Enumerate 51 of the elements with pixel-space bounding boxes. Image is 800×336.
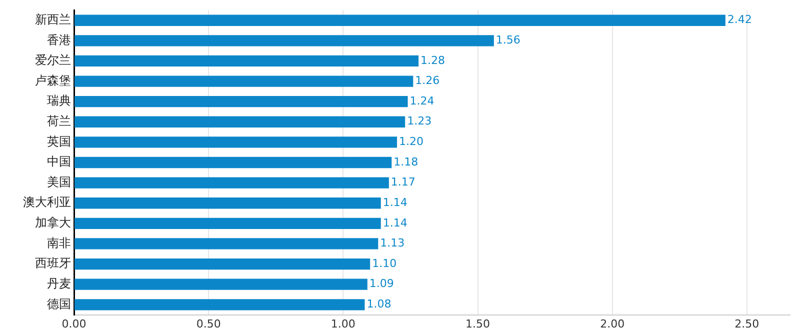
y-tick-label: 加拿大 xyxy=(35,216,71,230)
data-label: 1.14 xyxy=(382,216,408,230)
x-tick-label: 2.00 xyxy=(600,317,625,330)
y-tick-label: 瑞典 xyxy=(47,94,71,108)
data-label: 1.56 xyxy=(496,34,520,47)
data-label: 1.17 xyxy=(390,176,416,189)
bar xyxy=(74,258,370,270)
bar xyxy=(74,14,726,26)
data-label: 1.28 xyxy=(420,54,446,67)
x-tick-label: 0.50 xyxy=(196,317,221,330)
bar xyxy=(74,198,381,209)
y-tick-label: 西班牙 xyxy=(35,256,71,270)
y-tick-label: 爱尔兰 xyxy=(35,53,71,68)
data-label: 2.42 xyxy=(727,13,752,26)
data-label: 1.18 xyxy=(394,155,418,168)
data-label: 1.24 xyxy=(410,94,434,108)
y-tick-label: 德国 xyxy=(47,296,71,311)
data-label: 1.26 xyxy=(415,74,440,88)
x-tick-label: 1.50 xyxy=(466,317,490,330)
x-tick-label: 0.00 xyxy=(62,317,86,330)
y-tick-label: 荷兰 xyxy=(47,114,71,128)
bar xyxy=(74,177,389,188)
y-tick-label: 中国 xyxy=(47,154,71,169)
bar xyxy=(74,76,414,87)
y-tick-label: 英国 xyxy=(47,134,71,148)
y-tick-label: 香港 xyxy=(47,32,71,47)
data-label: 1.08 xyxy=(366,298,392,311)
x-tick-label: 2.50 xyxy=(734,317,760,330)
bar xyxy=(74,116,406,128)
data-label: 1.20 xyxy=(399,135,424,148)
y-tick-label: 美国 xyxy=(47,174,71,189)
bar xyxy=(74,96,408,108)
bar xyxy=(74,136,398,148)
y-tick-label: 卢森堡 xyxy=(35,73,71,88)
data-label: 1.10 xyxy=(372,256,397,270)
bar xyxy=(74,278,368,290)
bar xyxy=(74,299,365,310)
bar xyxy=(74,156,392,168)
x-tick-label: 1.00 xyxy=(330,317,356,330)
y-tick-label: 南非 xyxy=(47,236,71,250)
data-label: 1.13 xyxy=(380,236,405,250)
y-tick-label: 新西兰 xyxy=(35,12,71,26)
data-label: 1.09 xyxy=(369,277,394,290)
data-label: 1.14 xyxy=(382,196,408,209)
bar xyxy=(74,218,381,230)
data-label: 1.23 xyxy=(407,114,432,128)
bar xyxy=(74,238,378,250)
y-tick-label: 澳大利亚 xyxy=(23,195,71,210)
y-tick-label: 丹麦 xyxy=(47,276,71,290)
bar xyxy=(74,35,494,46)
bar xyxy=(74,55,419,67)
